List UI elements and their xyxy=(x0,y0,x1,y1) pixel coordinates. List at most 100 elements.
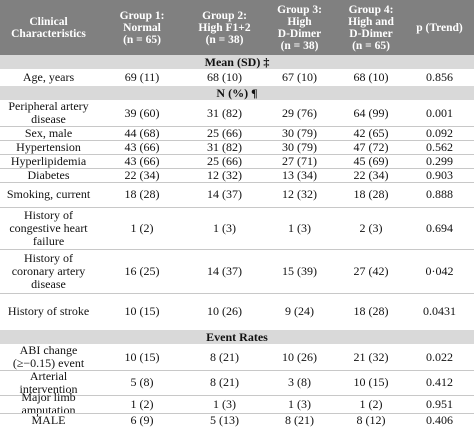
header-cell: Group 2: High F1+2 (n = 38) xyxy=(187,0,262,55)
data-cell: 0.951 xyxy=(405,395,474,413)
cell-value: 31 (82) xyxy=(207,105,242,120)
row-label-text: Hypertension xyxy=(16,139,81,154)
cell-value: 0.694 xyxy=(426,220,453,235)
cell-value: 10 (26) xyxy=(282,349,317,364)
row-separator xyxy=(0,293,474,294)
data-cell: 0.888 xyxy=(405,182,474,207)
data-cell: 15 (39) xyxy=(262,249,337,293)
cell-value: 2 (3) xyxy=(359,220,383,235)
data-cell: 64 (99) xyxy=(337,100,405,126)
cell-value: 14 (37) xyxy=(207,263,242,278)
header-line: Group 1: xyxy=(119,9,165,22)
cell-value: 30 (79) xyxy=(282,125,317,140)
row-label-text: Diabetes xyxy=(27,167,70,182)
row-separator xyxy=(0,140,474,141)
cell-value: 8 (21) xyxy=(285,413,314,427)
row-label: ABI change (≥−0.15) event xyxy=(0,344,97,370)
row-label: Hypertension xyxy=(0,140,97,154)
cell-value: 18 (28) xyxy=(124,187,160,201)
data-cell: 0.903 xyxy=(405,168,474,182)
data-cell: 13 (34) xyxy=(262,168,337,182)
row-separator xyxy=(0,207,474,208)
data-cell: 45 (69) xyxy=(337,154,405,168)
header-cell: Group 4: High and D-Dimer (n = 65) xyxy=(337,0,405,55)
row-label-text: Sex, male xyxy=(24,125,73,140)
cell-value: 0.903 xyxy=(426,167,453,182)
cell-value: 8 (21) xyxy=(210,349,239,364)
cell-value: 69 (11) xyxy=(124,70,160,84)
data-cell: 14 (37) xyxy=(187,249,262,293)
data-cell: 29 (76) xyxy=(262,100,337,126)
data-cell: 0.022 xyxy=(405,344,474,370)
row-label-text: MALE xyxy=(31,413,66,427)
cell-value: 44 (68) xyxy=(124,125,160,140)
data-cell: 10 (26) xyxy=(187,293,262,330)
row-label-text: Age, years xyxy=(22,70,75,84)
row-separator xyxy=(0,154,474,155)
cell-value: 0.412 xyxy=(426,375,453,389)
cell-value: 29 (76) xyxy=(282,105,317,120)
row-separator xyxy=(0,249,474,250)
data-cell: 0.001 xyxy=(405,100,474,126)
cell-value: 9 (24) xyxy=(285,304,314,318)
data-cell: 16 (25) xyxy=(97,249,187,293)
cell-value: 0.001 xyxy=(426,105,453,120)
cell-value: 18 (28) xyxy=(353,304,389,318)
cell-value: 0.562 xyxy=(426,139,453,154)
row-label: Hyperlipidemia xyxy=(0,154,97,168)
data-cell: 0.0431 xyxy=(405,293,474,330)
cell-value: 39 (60) xyxy=(124,105,160,120)
cell-value: 8 (12) xyxy=(356,413,386,427)
cell-value: 10 (15) xyxy=(353,375,389,389)
header-line: (n = 38) xyxy=(280,39,319,52)
cell-value: 0.299 xyxy=(426,153,453,168)
header-line: (n = 65) xyxy=(352,39,390,52)
row-separator xyxy=(0,126,474,127)
row-label: History of coronary artery disease xyxy=(0,249,97,293)
cell-value: 25 (66) xyxy=(207,125,242,140)
data-cell: 1 (3) xyxy=(187,395,262,413)
row-label: Smoking, current xyxy=(0,182,97,207)
data-cell: 68 (10) xyxy=(337,69,405,86)
data-cell: 18 (28) xyxy=(97,182,187,207)
cell-value: 0.406 xyxy=(426,413,453,427)
data-cell: 22 (34) xyxy=(337,168,405,182)
cell-value: 8 (21) xyxy=(210,375,239,389)
cell-value: 0.856 xyxy=(426,70,453,84)
header-line: (n = 65) xyxy=(123,33,161,46)
cell-value: 5 (13) xyxy=(210,413,239,427)
cell-value: 1 (3) xyxy=(213,396,236,411)
cell-value: 6 (9) xyxy=(130,413,154,427)
data-cell: 1 (3) xyxy=(262,395,337,413)
data-cell: 30 (79) xyxy=(262,126,337,140)
data-cell: 0.092 xyxy=(405,126,474,140)
data-cell: 14 (37) xyxy=(187,182,262,207)
cell-value: 22 (34) xyxy=(353,167,389,182)
cell-value: 18 (28) xyxy=(353,187,389,201)
section-header: Mean (SD) ‡ xyxy=(0,55,474,69)
cell-value: 27 (71) xyxy=(282,153,317,168)
data-cell: 21 (32) xyxy=(337,344,405,370)
data-cell: 31 (82) xyxy=(187,140,262,154)
section-title: N (%) ¶ xyxy=(216,85,258,100)
row-separator xyxy=(0,395,474,396)
cell-value: 1 (2) xyxy=(359,396,383,411)
data-cell: 10 (15) xyxy=(337,370,405,395)
data-cell: 67 (10) xyxy=(262,69,337,86)
data-cell: 9 (24) xyxy=(262,293,337,330)
cell-value: 12 (32) xyxy=(282,187,317,201)
header-line: (n = 38) xyxy=(205,33,244,46)
data-cell: 44 (68) xyxy=(97,126,187,140)
data-cell: 1 (2) xyxy=(97,395,187,413)
cell-value: 16 (25) xyxy=(124,263,160,278)
cell-value: 0.022 xyxy=(426,349,453,364)
row-label: Arterial intervention xyxy=(0,369,97,395)
data-cell: 69 (11) xyxy=(97,69,187,86)
row-label-text: History of stroke xyxy=(7,304,90,318)
row-label-text: History of congestive heart failure xyxy=(9,207,88,248)
cell-value: 1 (3) xyxy=(213,220,236,235)
data-cell: 1 (3) xyxy=(187,207,262,249)
data-cell: 1 (2) xyxy=(97,207,187,249)
data-cell: 8 (12) xyxy=(337,413,405,428)
row-label: Age, years xyxy=(0,69,97,86)
